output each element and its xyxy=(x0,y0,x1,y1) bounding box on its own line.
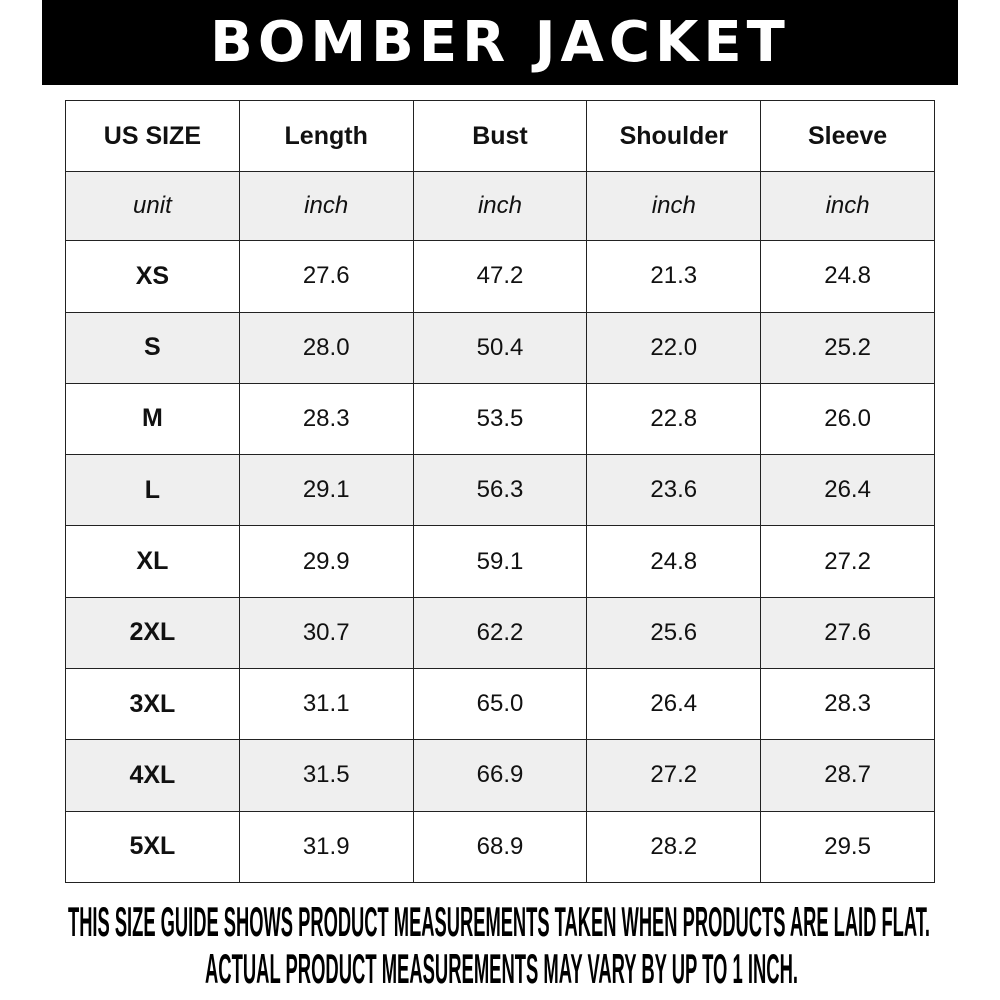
unit-row-cell: inch xyxy=(412,171,588,242)
table-row: 5XL 31.9 68.9 28.2 29.5 xyxy=(65,810,935,884)
table-row-cell: 22.0 xyxy=(586,311,762,384)
unit-row-cell: inch xyxy=(760,171,935,242)
table-row-cell: 5XL xyxy=(65,810,240,884)
table-row-cell: 68.9 xyxy=(412,810,588,884)
table-row: M 28.3 53.5 22.8 26.0 xyxy=(65,382,935,456)
table-row-cell: 26.4 xyxy=(586,667,762,741)
table-row-cell: 31.9 xyxy=(238,810,414,884)
table-row-cell: 23.6 xyxy=(586,454,762,527)
table-row-cell: 29.9 xyxy=(238,525,414,598)
table-row: XS 27.6 47.2 21.3 24.8 xyxy=(65,240,935,313)
table-row-cell: 27.6 xyxy=(760,596,935,670)
table-row-cell: L xyxy=(65,454,240,527)
table-row-cell: 25.2 xyxy=(760,311,935,384)
title-banner: BOMBER JACKET xyxy=(42,0,958,85)
table-row: L 29.1 56.3 23.6 26.4 xyxy=(65,454,935,527)
header-row-cell: Sleeve xyxy=(760,99,935,173)
table-row-cell: 4XL xyxy=(65,739,240,812)
table-row-cell: 28.2 xyxy=(586,810,762,884)
unit-row-cell: unit xyxy=(65,171,240,242)
header-row-cell: Length xyxy=(238,99,414,173)
table-row-cell: 28.3 xyxy=(760,667,935,741)
table-row-cell: 59.1 xyxy=(412,525,588,598)
table-row-cell: 31.5 xyxy=(238,739,414,812)
table-row-cell: S xyxy=(65,311,240,384)
table-row-cell: 28.7 xyxy=(760,739,935,812)
footer-note-2: ACTUAL PRODUCT MEASUREMENTS MAY VARY BY … xyxy=(205,945,798,989)
table-row-cell: XL xyxy=(65,525,240,598)
table-row-cell: 53.5 xyxy=(412,382,588,456)
table-row-cell: 31.1 xyxy=(238,667,414,741)
table-row-cell: 66.9 xyxy=(412,739,588,812)
table-row-cell: 25.6 xyxy=(586,596,762,670)
table-row: XL 29.9 59.1 24.8 27.2 xyxy=(65,525,935,598)
table-row: 3XL 31.1 65.0 26.4 28.3 xyxy=(65,667,935,741)
table-row-cell: 56.3 xyxy=(412,454,588,527)
table-row-cell: 21.3 xyxy=(586,240,762,313)
table-row-cell: 29.1 xyxy=(238,454,414,527)
header-row-cell: US SIZE xyxy=(65,99,240,173)
table-row-cell: 2XL xyxy=(65,596,240,670)
table-row-cell: 28.0 xyxy=(238,311,414,384)
table-row-cell: 27.2 xyxy=(760,525,935,598)
table-row-cell: 47.2 xyxy=(412,240,588,313)
table-row: 4XL 31.5 66.9 27.2 28.7 xyxy=(65,739,935,812)
footer-line-2: ACTUAL PRODUCT MEASUREMENTS MAY VARY BY … xyxy=(205,945,798,989)
table-row-cell: XS xyxy=(65,240,240,313)
header-row-cell: Bust xyxy=(412,99,588,173)
table-row-cell: 62.2 xyxy=(412,596,588,670)
table-row-cell: 26.0 xyxy=(760,382,935,456)
page-title: BOMBER JACKET xyxy=(210,9,790,75)
table-row: 2XL 30.7 62.2 25.6 27.6 xyxy=(65,596,935,670)
table-row: S 28.0 50.4 22.0 25.2 xyxy=(65,311,935,384)
table-row-cell: 29.5 xyxy=(760,810,935,884)
table-row-cell: M xyxy=(65,382,240,456)
header-row: US SIZE Length Bust Shoulder Sleeve xyxy=(65,99,935,173)
table-row-cell: 24.8 xyxy=(586,525,762,598)
table-row-cell: 24.8 xyxy=(760,240,935,313)
table-row-cell: 27.2 xyxy=(586,739,762,812)
footer-line-1: THIS SIZE GUIDE SHOWS PRODUCT MEASUREMEN… xyxy=(68,898,930,942)
table-row-cell: 26.4 xyxy=(760,454,935,527)
footer-note-1: THIS SIZE GUIDE SHOWS PRODUCT MEASUREMEN… xyxy=(68,898,930,942)
unit-row: unit inch inch inch inch xyxy=(65,171,935,242)
table-row-cell: 28.3 xyxy=(238,382,414,456)
unit-row-cell: inch xyxy=(238,171,414,242)
table-row-cell: 30.7 xyxy=(238,596,414,670)
table-row-cell: 3XL xyxy=(65,667,240,741)
table-row-cell: 27.6 xyxy=(238,240,414,313)
table-row-cell: 50.4 xyxy=(412,311,588,384)
size-chart-table: US SIZE Length Bust Shoulder Sleeve unit inch i… xyxy=(65,99,935,884)
table-row-cell: 65.0 xyxy=(412,667,588,741)
table-row-cell: 22.8 xyxy=(586,382,762,456)
header-row-cell: Shoulder xyxy=(586,99,762,173)
unit-row-cell: inch xyxy=(586,171,762,242)
